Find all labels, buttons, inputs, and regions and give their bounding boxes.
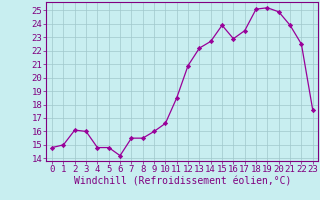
X-axis label: Windchill (Refroidissement éolien,°C): Windchill (Refroidissement éolien,°C): [74, 177, 291, 187]
